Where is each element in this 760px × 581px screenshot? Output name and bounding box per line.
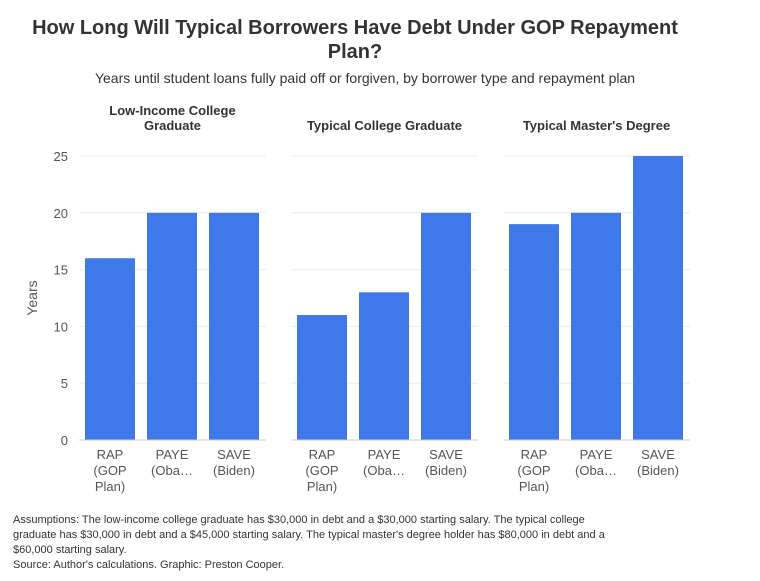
- footnote: Assumptions: The low-income college grad…: [13, 513, 713, 573]
- footnote-line: graduate has $30,000 in debt and a $45,0…: [13, 529, 605, 541]
- x-tick-label: (Biden): [637, 463, 679, 478]
- bar: [421, 212, 471, 440]
- chart-subtitle: Years until student loans fully paid off…: [94, 70, 636, 86]
- bar: [633, 156, 683, 440]
- x-tick-label: Plan): [519, 479, 549, 494]
- x-tick-label: (Oba…: [363, 463, 405, 478]
- x-tick-label: RAP: [309, 447, 336, 462]
- y-tick-label: 25: [54, 149, 68, 164]
- footnote-line: $60,000 starting salary.: [13, 544, 127, 556]
- x-tick-label: SAVE: [429, 447, 463, 462]
- y-tick-label: 0: [61, 433, 68, 448]
- bar: [571, 212, 621, 440]
- facet-title: Typical Master's Degree: [523, 118, 670, 133]
- x-tick-label: (Oba…: [151, 463, 193, 478]
- x-tick-label: RAP: [521, 447, 548, 462]
- facet-title: Typical College Graduate: [307, 118, 462, 133]
- x-tick-label: Plan): [95, 479, 125, 494]
- bar: [147, 212, 197, 440]
- x-tick-label: PAYE: [156, 447, 189, 462]
- footnote-line: Assumptions: The low-income college grad…: [13, 514, 585, 526]
- y-tick-label: 20: [54, 206, 68, 221]
- facet-title: Low-Income College: [109, 103, 235, 118]
- y-axis-label: Years: [24, 280, 40, 315]
- x-tick-label: (Biden): [425, 463, 467, 478]
- footnote-line: Source: Author's calculations. Graphic: …: [13, 559, 285, 571]
- x-tick-label: PAYE: [580, 447, 613, 462]
- x-tick-label: (GOP: [517, 463, 550, 478]
- x-tick-label: SAVE: [641, 447, 675, 462]
- x-tick-label: PAYE: [368, 447, 401, 462]
- y-tick-label: 15: [54, 263, 68, 278]
- x-tick-label: Plan): [307, 479, 337, 494]
- bar: [297, 315, 347, 440]
- x-tick-label: SAVE: [217, 447, 251, 462]
- x-tick-label: (GOP: [93, 463, 126, 478]
- x-tick-label: RAP: [97, 447, 124, 462]
- bar: [509, 224, 559, 440]
- bar: [359, 292, 409, 440]
- bar: [209, 212, 259, 440]
- x-tick-label: (Biden): [213, 463, 255, 478]
- chart-title: How Long Will Typical Borrowers Have Deb…: [32, 17, 678, 63]
- x-tick-label: (GOP: [305, 463, 338, 478]
- y-tick-label: 10: [54, 319, 68, 334]
- bar: [85, 258, 135, 440]
- facet-title: Graduate: [144, 118, 201, 133]
- x-tick-label: (Oba…: [575, 463, 617, 478]
- y-tick-label: 5: [61, 376, 68, 391]
